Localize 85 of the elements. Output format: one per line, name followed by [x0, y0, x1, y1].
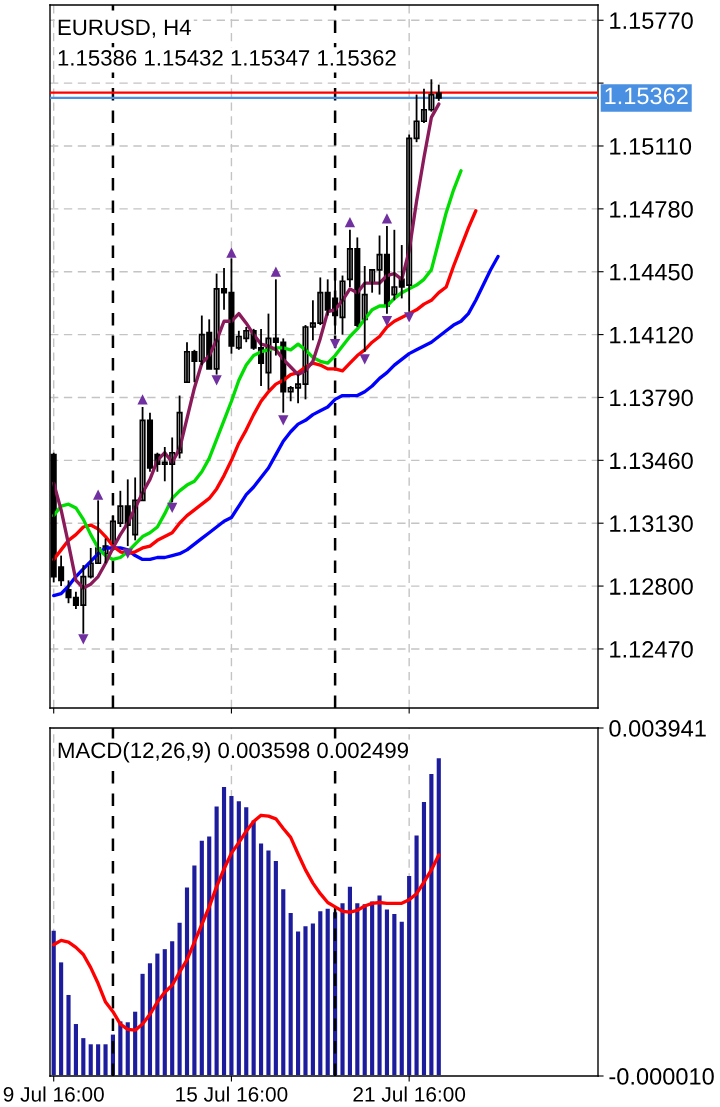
bar: [118, 1021, 123, 1076]
point: [329, 338, 341, 350]
ref-line-label: 1.15362: [605, 87, 688, 105]
x-tick-label: 9 Jul 16:00: [3, 1086, 104, 1102]
bar: [355, 903, 360, 1076]
bar: [392, 913, 397, 1076]
y-tick-label: -0.000010: [609, 1068, 714, 1085]
point: [344, 217, 356, 228]
y-tick-label: 1.14450: [610, 263, 693, 281]
point: [404, 312, 415, 323]
y-tick-label: 1.14120: [610, 326, 693, 344]
bar: [221, 787, 227, 1076]
x-tick-label: 21 Jul 16:00: [353, 1086, 466, 1102]
y-tick-label: 1.13460: [610, 452, 693, 470]
bar: [66, 994, 71, 1076]
point: [359, 354, 370, 365]
bar: [377, 895, 382, 1076]
y-tick-label: 1.12470: [610, 641, 693, 658]
bar: [162, 949, 167, 1076]
bar: [303, 926, 308, 1076]
bar: [421, 802, 427, 1076]
bar: [266, 850, 271, 1076]
bar: [251, 820, 256, 1076]
text: EURUSD, H4: [58, 19, 191, 38]
bar: [258, 843, 264, 1076]
point: [270, 266, 282, 277]
bar: [362, 904, 367, 1076]
bar: [318, 911, 323, 1076]
bar: [207, 836, 212, 1076]
line-series: [52, 813, 441, 1032]
bar: [310, 923, 315, 1076]
point: [226, 247, 237, 258]
y-tick-label: 1.14780: [610, 200, 693, 218]
point: [92, 489, 104, 500]
text: 1.15386 1.15432 1.15347 1.15362: [58, 50, 396, 66]
bar: [347, 886, 352, 1076]
bar: [81, 1038, 86, 1076]
line-series: [52, 254, 500, 598]
bar: [214, 806, 219, 1076]
bar: [236, 801, 241, 1076]
text: MACD(12,26,9) 0.003598 0.002499: [58, 741, 408, 763]
bar: [288, 913, 293, 1076]
y-tick-label: 1.13130: [610, 515, 693, 532]
bar: [325, 908, 330, 1076]
bar: [199, 840, 204, 1076]
point: [211, 375, 222, 386]
bar: [436, 758, 441, 1076]
bar: [177, 922, 182, 1076]
bar: [147, 963, 153, 1076]
y-tick-label: 0.003941: [609, 720, 706, 737]
y-tick-label: 1.15770: [610, 12, 693, 30]
point: [381, 316, 393, 327]
y-tick-label: 1.13790: [610, 389, 693, 407]
y-tick-label: 1.12800: [610, 578, 693, 595]
bar: [296, 931, 301, 1076]
bar: [192, 865, 197, 1076]
bar: [88, 1044, 93, 1076]
bar: [51, 930, 56, 1076]
bar: [414, 835, 419, 1076]
bar: [429, 773, 434, 1076]
bar: [133, 1011, 138, 1076]
x-tick-label: 15 Jul 16:00: [176, 1086, 288, 1102]
point: [137, 394, 148, 405]
bar: [273, 861, 278, 1076]
bar: [399, 921, 404, 1076]
bar: [59, 962, 64, 1076]
point: [278, 415, 289, 426]
point: [381, 213, 393, 224]
bar: [103, 1044, 108, 1076]
bar: [184, 887, 190, 1076]
bar: [340, 903, 345, 1076]
bar: [407, 876, 412, 1076]
bar: [384, 909, 390, 1076]
bar: [125, 1022, 130, 1076]
bar: [244, 807, 249, 1076]
point: [78, 634, 89, 645]
bar: [281, 889, 286, 1076]
bar: [155, 953, 160, 1076]
y-tick-label: 1.15110: [610, 138, 692, 155]
bar: [229, 795, 234, 1076]
bar: [96, 1044, 101, 1076]
bar: [140, 973, 145, 1076]
bar: [170, 941, 175, 1076]
bar: [73, 1024, 78, 1076]
point: [167, 502, 178, 514]
